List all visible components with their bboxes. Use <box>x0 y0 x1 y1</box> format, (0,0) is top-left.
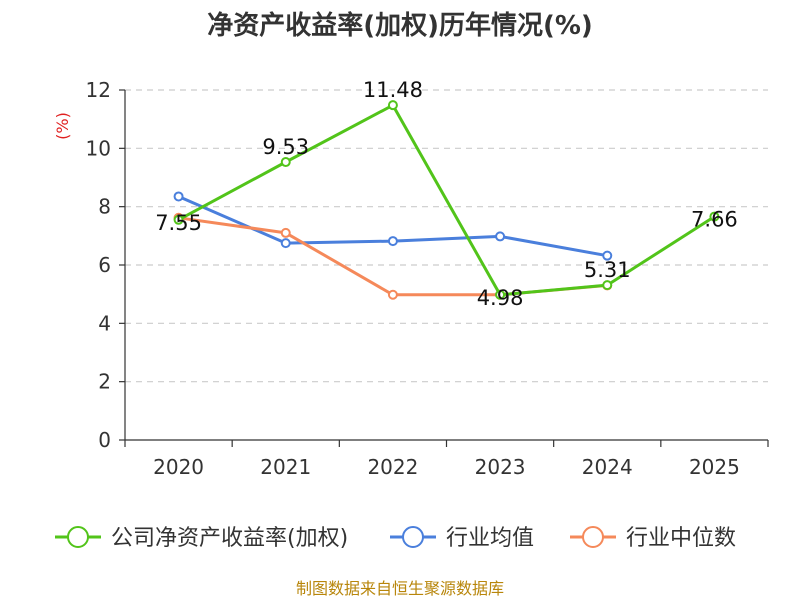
legend-marker[interactable] <box>582 526 604 548</box>
data-point[interactable] <box>280 227 291 238</box>
data-point[interactable] <box>709 211 720 222</box>
x-tick-label: 2024 <box>582 455 633 479</box>
data-label: 9.53 <box>262 135 309 159</box>
series-line <box>178 216 608 297</box>
data-point[interactable] <box>280 157 291 168</box>
y-tick-label: 2 <box>98 370 111 394</box>
data-point[interactable] <box>173 191 184 202</box>
legend-label[interactable]: 公司净资产收益率(加权) <box>111 526 348 551</box>
y-axis-label: (%) <box>53 112 72 140</box>
data-label: 4.98 <box>477 286 524 310</box>
data-label: 7.55 <box>155 211 202 235</box>
legend: 公司净资产收益率(加权) 行业均值 行业中位数 <box>55 526 736 551</box>
series-line <box>177 103 716 297</box>
data-point[interactable] <box>495 289 506 300</box>
data-labels: 7.55 9.53 11.48 4.98 5.31 7.66 <box>155 78 738 310</box>
x-tick-label: 2025 <box>689 455 740 479</box>
data-point[interactable] <box>602 280 613 291</box>
legend-label[interactable]: 行业中位数 <box>626 526 736 551</box>
data-point[interactable] <box>387 289 398 300</box>
y-tick-label: 10 <box>86 136 111 160</box>
data-point[interactable] <box>280 238 291 249</box>
source-note: 制图数据来自恒生聚源数据库 <box>296 579 504 598</box>
axes: 0 2 4 6 8 10 12 2020 2021 2022 2023 2024 2025 <box>86 78 769 479</box>
y-tick-label: 8 <box>98 195 111 219</box>
y-tick-label: 12 <box>86 78 111 102</box>
series-group <box>173 100 720 300</box>
legend-marker[interactable] <box>402 526 424 548</box>
x-tick-label: 2023 <box>475 455 526 479</box>
legend-label[interactable]: 行业均值 <box>446 526 534 551</box>
data-point[interactable] <box>387 100 398 111</box>
data-point[interactable] <box>602 250 613 261</box>
data-point[interactable] <box>387 236 398 247</box>
x-tick-label: 2021 <box>260 455 311 479</box>
x-tick-label: 2020 <box>153 455 204 479</box>
data-point[interactable] <box>495 231 506 242</box>
y-tick-label: 6 <box>98 253 111 277</box>
x-tick-label: 2022 <box>367 455 418 479</box>
legend-marker[interactable] <box>67 526 89 548</box>
y-tick-label: 4 <box>98 311 111 335</box>
data-label: 11.48 <box>363 78 423 102</box>
data-label: 7.66 <box>691 208 738 232</box>
data-label: 5.31 <box>584 258 631 282</box>
chart-title: 净资产收益率(加权)历年情况(%) <box>207 10 593 41</box>
y-tick-label: 0 <box>98 428 111 452</box>
data-point[interactable] <box>173 214 184 225</box>
grid-lines <box>125 89 768 383</box>
